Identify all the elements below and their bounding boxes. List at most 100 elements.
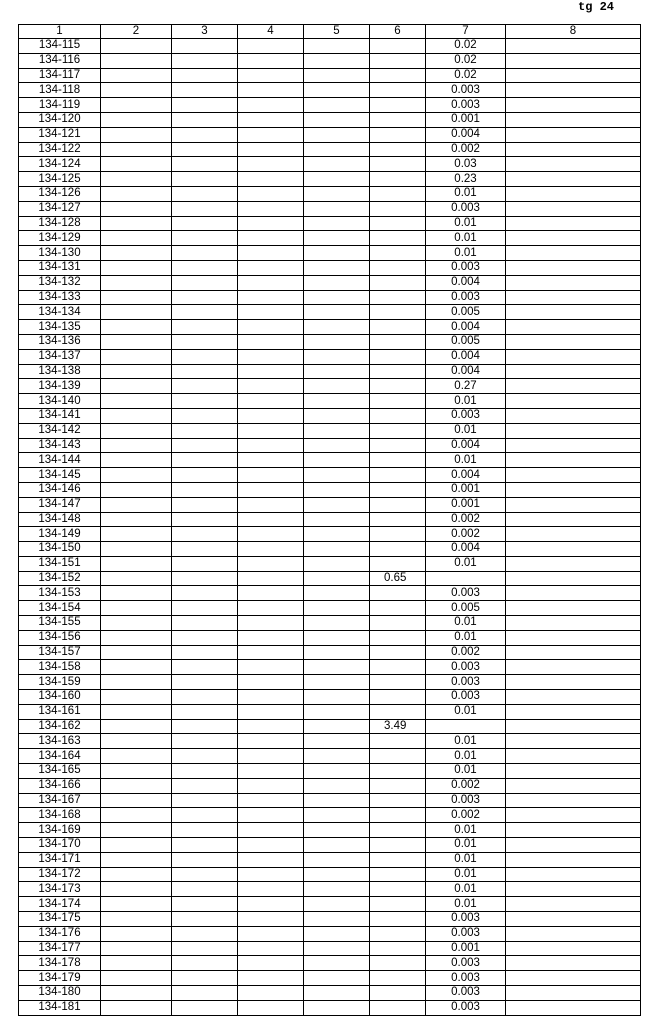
cell-col-7: 0.005 xyxy=(425,333,506,350)
cell-col-7: 0.002 xyxy=(425,141,506,158)
row-id-cell: 134-175 xyxy=(18,911,101,927)
cell-col-8 xyxy=(505,555,641,572)
cell-col-7: 0.003 xyxy=(425,289,506,306)
table-row: 134-162 3.49 xyxy=(18,718,641,735)
cell-col-6 xyxy=(369,985,426,1001)
cell-col-4 xyxy=(237,541,304,557)
row-id-cell: 134-161 xyxy=(18,703,101,720)
cell-col-6 xyxy=(369,378,426,395)
cell-col-4 xyxy=(237,733,304,750)
cell-col-4 xyxy=(237,896,304,913)
cell-col-5 xyxy=(303,363,370,380)
cell-col-7: 0.01 xyxy=(425,629,506,646)
cell-col-7: 0.01 xyxy=(425,215,506,232)
table-row: 134-163 0.01 xyxy=(18,733,641,750)
cell-col-7: 0.004 xyxy=(425,126,506,143)
cell-col-7: 0.001 xyxy=(425,481,506,498)
row-id-cell: 134-118 xyxy=(18,82,101,99)
cell-col-6 xyxy=(369,215,426,232)
cell-col-7: 0.003 xyxy=(425,259,506,276)
cell-col-7: 0.01 xyxy=(425,422,506,439)
cell-col-2 xyxy=(100,925,172,942)
cell-col-5 xyxy=(303,467,370,483)
cell-col-8 xyxy=(505,763,641,779)
cell-col-5 xyxy=(303,304,370,321)
cell-col-5 xyxy=(303,171,370,187)
cell-col-3 xyxy=(171,185,238,202)
cell-col-3 xyxy=(171,792,238,809)
cell-col-6 xyxy=(369,763,426,779)
row-id-cell: 134-116 xyxy=(18,52,101,69)
cell-col-6 xyxy=(369,970,426,986)
cell-col-7: 0.002 xyxy=(425,807,506,824)
cell-col-5 xyxy=(303,422,370,439)
cell-col-3 xyxy=(171,718,238,735)
cell-col-6 xyxy=(369,304,426,321)
cell-col-7: 0.01 xyxy=(425,881,506,898)
cell-col-4 xyxy=(237,245,304,261)
cell-col-3 xyxy=(171,274,238,291)
row-id-cell: 134-135 xyxy=(18,319,101,335)
row-id-cell: 134-126 xyxy=(18,185,101,202)
cell-col-7: 0.004 xyxy=(425,363,506,380)
row-id-cell: 134-164 xyxy=(18,748,101,765)
cell-col-3 xyxy=(171,82,238,99)
cell-col-2 xyxy=(100,703,172,720)
cell-col-8 xyxy=(505,259,641,276)
cell-col-6 xyxy=(369,481,426,498)
table-row: 134-179 0.003 xyxy=(18,970,641,986)
row-id-cell: 134-157 xyxy=(18,644,101,661)
cell-col-7: 0.002 xyxy=(425,526,506,543)
cell-col-3 xyxy=(171,881,238,898)
cell-col-5 xyxy=(303,38,370,54)
cell-col-8 xyxy=(505,600,641,617)
cell-col-7: 0.03 xyxy=(425,156,506,173)
cell-col-4 xyxy=(237,659,304,676)
cell-col-5 xyxy=(303,748,370,765)
cell-col-4 xyxy=(237,126,304,143)
row-id-cell: 134-172 xyxy=(18,866,101,883)
cell-col-8 xyxy=(505,807,641,824)
table-row: 134-131 0.003 xyxy=(18,259,641,276)
cell-col-6 xyxy=(369,748,426,765)
cell-col-4 xyxy=(237,999,304,1016)
cell-col-8 xyxy=(505,777,641,794)
cell-col-2 xyxy=(100,126,172,143)
cell-col-7: 0.003 xyxy=(425,674,506,691)
cell-col-6 xyxy=(369,911,426,927)
cell-col-4 xyxy=(237,185,304,202)
cell-col-4 xyxy=(237,807,304,824)
cell-col-7: 0.005 xyxy=(425,304,506,321)
cell-col-3 xyxy=(171,422,238,439)
cell-col-4 xyxy=(237,200,304,217)
cell-col-5 xyxy=(303,585,370,602)
cell-col-5 xyxy=(303,82,370,99)
table-row: 134-145 0.004 xyxy=(18,467,641,483)
row-id-cell: 134-167 xyxy=(18,792,101,809)
cell-col-4 xyxy=(237,570,304,587)
cell-col-3 xyxy=(171,659,238,676)
cell-col-5 xyxy=(303,570,370,587)
cell-col-4 xyxy=(237,970,304,986)
table-row: 134-116 0.02 xyxy=(18,52,641,69)
cell-col-3 xyxy=(171,674,238,691)
row-id-cell: 134-117 xyxy=(18,67,101,84)
cell-col-6 xyxy=(369,200,426,217)
cell-col-4 xyxy=(237,289,304,306)
cell-col-8 xyxy=(505,333,641,350)
cell-col-7: 0.003 xyxy=(425,792,506,809)
cell-col-3 xyxy=(171,570,238,587)
cell-col-8 xyxy=(505,822,641,839)
cell-col-7: 0.003 xyxy=(425,82,506,99)
cell-col-5 xyxy=(303,541,370,557)
cell-col-6 xyxy=(369,496,426,513)
column-header: 1 xyxy=(18,24,101,39)
row-id-cell: 134-128 xyxy=(18,215,101,232)
cell-col-4 xyxy=(237,911,304,927)
row-id-cell: 134-149 xyxy=(18,526,101,543)
cell-col-6 xyxy=(369,171,426,187)
cell-col-6 xyxy=(369,555,426,572)
cell-col-6 xyxy=(369,289,426,306)
cell-col-3 xyxy=(171,111,238,128)
cell-col-2 xyxy=(100,348,172,365)
